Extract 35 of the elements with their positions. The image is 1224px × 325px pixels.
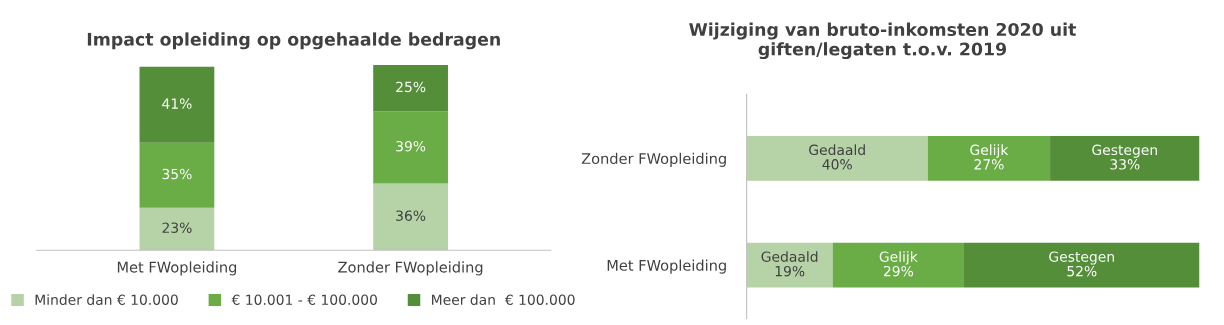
chart-title: Wijziging van bruto-inkomsten 2020 uit giften/legaten t.o.v. 2019 xyxy=(689,22,1076,60)
series-label: Gedaald xyxy=(809,144,865,156)
data-label: 25% xyxy=(396,81,426,93)
bar xyxy=(373,65,448,112)
legend-label: € 10.001 - € 100.000 xyxy=(231,294,377,305)
text: Gedaald xyxy=(761,251,818,262)
bar xyxy=(927,135,1051,181)
bar xyxy=(832,242,965,288)
data-label: 52% xyxy=(1067,265,1097,277)
legend-label: Minder dan € 10.000 xyxy=(35,294,178,305)
data-label: 40% xyxy=(822,159,852,170)
bar xyxy=(373,183,448,251)
bar xyxy=(746,242,833,288)
data-label: 19% xyxy=(775,265,805,277)
data-label: 23% xyxy=(162,222,192,233)
bar xyxy=(139,207,215,251)
bar xyxy=(373,111,448,184)
bar xyxy=(746,135,928,181)
bar xyxy=(1050,135,1200,181)
series-label: Gelijk xyxy=(970,144,1009,158)
bar xyxy=(139,142,215,208)
data-label: 27% xyxy=(974,159,1004,170)
bar xyxy=(964,242,1200,288)
data-label: 35% xyxy=(162,168,192,180)
bar xyxy=(139,66,215,143)
data-label: 39% xyxy=(396,140,426,152)
data-label: 33% xyxy=(1110,159,1140,170)
text: Gestegen xyxy=(1049,251,1114,265)
data-label: 41% xyxy=(162,98,192,109)
legend-label: Meer dan € 100.000 xyxy=(432,294,575,305)
data-label: 36% xyxy=(396,210,426,221)
data-label: 29% xyxy=(883,265,914,277)
series-label: Gestegen xyxy=(1092,144,1157,158)
text: Gelijk xyxy=(879,251,918,265)
chart-title: Impact opleiding op opgehaalde bedragen xyxy=(87,32,500,50)
